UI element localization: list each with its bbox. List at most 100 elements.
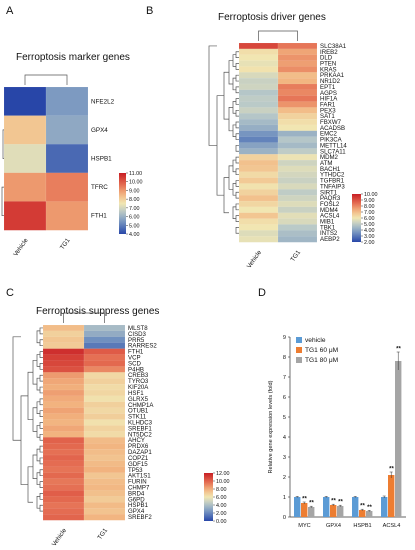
panel-b-cell	[238, 60, 279, 67]
panel-c-row-dendrogram	[36, 354, 40, 367]
panel-c-gene-label: FTH1	[128, 349, 144, 356]
panel-b-cell	[277, 60, 318, 67]
panel-a-gene-label: NFE2L2	[91, 98, 115, 105]
panel-a-cell	[3, 115, 47, 145]
panel-a-gene-label: HSPB1	[91, 156, 112, 163]
panel-b-column-label: TG1	[289, 249, 302, 263]
panel-c-row-dendrogram	[20, 395, 28, 485]
panel-b-row-dendrogram	[235, 63, 239, 70]
panel-c-row-dendrogram	[36, 377, 40, 391]
panel-c-cell	[42, 496, 85, 503]
panel-d-x-tick-label: GPX4	[326, 523, 341, 529]
panel-a-row-dendrogram	[2, 129, 4, 159]
panel-d-y-axis-label: Relative gene expression levels (fold)	[268, 380, 274, 473]
panel-c-column-label: TG1	[96, 527, 109, 541]
panel-b-cell	[238, 142, 279, 149]
panel-b-row-dendrogram	[235, 156, 239, 164]
panel-c-gene-label: G6PD	[128, 496, 145, 503]
panel-c-cell	[42, 366, 85, 373]
panel-c-gene-label: KLHDC3	[128, 420, 153, 427]
panel-d-bar	[330, 505, 337, 517]
panel-c-cell	[42, 425, 85, 432]
panel-b-colorbar-tick: 7.00	[364, 210, 375, 216]
panel-b-gene-label: ACADSB	[320, 125, 345, 132]
panel-c-row-dendrogram	[39, 374, 43, 382]
panel-b-gene-label: MIB1	[320, 219, 335, 226]
panel-c: C Ferroptosis suppress genes MLST8CISD3P…	[6, 287, 230, 548]
panel-b-row-dendrogram	[223, 177, 229, 214]
panel-b-row-dendrogram	[216, 95, 224, 196]
panel-b-cell	[277, 101, 318, 108]
panel-b-gene-label: AGPS	[320, 90, 337, 97]
panel-b-row-dendrogram	[232, 206, 236, 219]
panel-d-x-tick-label: MYC	[298, 523, 310, 529]
panel-c-cell	[42, 460, 85, 468]
panel-c-cell	[83, 454, 126, 462]
panel-a-title: Ferroptosis marker genes	[16, 52, 130, 63]
panel-b: B Ferroptosis driver genes SLC38A1IREB2D…	[146, 5, 378, 270]
panel-d-significance-label: **	[389, 467, 394, 473]
panel-c-cell	[83, 484, 126, 491]
panel-b-gene-label: FAR1	[320, 101, 336, 108]
panel-b-gene-label: ATM	[320, 160, 332, 167]
panel-b-cell	[238, 113, 279, 120]
panel-c-row-dendrogram	[32, 407, 37, 432]
panel-c-row-dendrogram	[32, 454, 37, 479]
panel-c-colorbar-tick: 2.00	[216, 511, 227, 517]
panel-b-cell	[238, 159, 279, 167]
panel-c-gene-label: CHMP1A	[128, 402, 154, 409]
panel-b-cell	[238, 83, 279, 91]
panel-b-cell	[238, 165, 279, 173]
panel-a-cell	[45, 144, 89, 174]
panel-b-colorbar-tick: 2.00	[364, 240, 375, 246]
panel-c-cell	[83, 401, 126, 409]
panel-c-cell	[42, 478, 85, 485]
panel-c-gene-label: DAZAP1	[128, 449, 152, 456]
panel-d-y-tick-label: 0	[283, 515, 286, 521]
panel-b-cell	[238, 101, 279, 108]
panel-c-row-dendrogram	[39, 457, 43, 465]
panel-c-cell	[42, 508, 85, 515]
panel-c-cell	[42, 372, 85, 379]
panel-b-gene-label: PRKAA1	[320, 72, 345, 79]
panel-d-y-tick-label: 2	[283, 475, 286, 481]
panel-a-gene-label: GPX4	[91, 127, 108, 134]
panel-b-row-dendrogram	[235, 51, 239, 58]
panel-c-cell	[83, 508, 126, 515]
panel-c-gene-label: OTUB1	[128, 408, 149, 415]
panel-c-cell	[83, 383, 126, 391]
panel-b-row-dendrogram	[232, 159, 236, 173]
panel-c-row-dendrogram	[36, 330, 40, 344]
panel-c-gene-label: TYRO3	[128, 378, 149, 385]
panel-c-row-dendrogram	[12, 336, 21, 441]
panel-b-cell	[277, 183, 318, 190]
panel-b-row-dendrogram	[228, 107, 233, 132]
panel-c-gene-label: AKT1S1	[128, 473, 151, 480]
panel-b-cell	[238, 48, 279, 56]
panel-b-cell	[277, 230, 318, 237]
panel-b-cell	[277, 224, 318, 231]
panel-c-cell	[83, 395, 126, 403]
panel-b-gene-label: EPT1	[320, 84, 336, 91]
panel-c-cell	[42, 336, 85, 344]
panel-c-row-dendrogram	[36, 496, 40, 509]
panel-b-gene-label: SLC7A11	[320, 148, 346, 155]
panel-c-cell	[42, 342, 85, 350]
panel-c-cell	[83, 366, 126, 373]
panel-b-title: Ferroptosis driver genes	[218, 12, 326, 23]
panel-c-row-dendrogram	[39, 504, 43, 512]
panel-c-cell	[42, 448, 85, 456]
panel-b-cell	[277, 154, 318, 161]
panel-c-row-dendrogram	[39, 363, 43, 370]
panel-b-cell	[277, 218, 318, 225]
panel-c-cell	[42, 330, 85, 338]
panel-c-colorbar-tick: 10.00	[216, 479, 230, 485]
panel-a-cell	[45, 86, 89, 116]
panel-d-y-tick-label: 1	[283, 495, 286, 501]
panel-c-cell	[42, 378, 85, 385]
panel-b-row-dendrogram	[235, 121, 239, 129]
panel-c-gene-label: PRDX6	[128, 443, 149, 450]
panel-b-gene-label: PTEN	[320, 60, 336, 67]
panel-c-cell	[83, 502, 126, 509]
panel-b-cell	[277, 66, 318, 73]
